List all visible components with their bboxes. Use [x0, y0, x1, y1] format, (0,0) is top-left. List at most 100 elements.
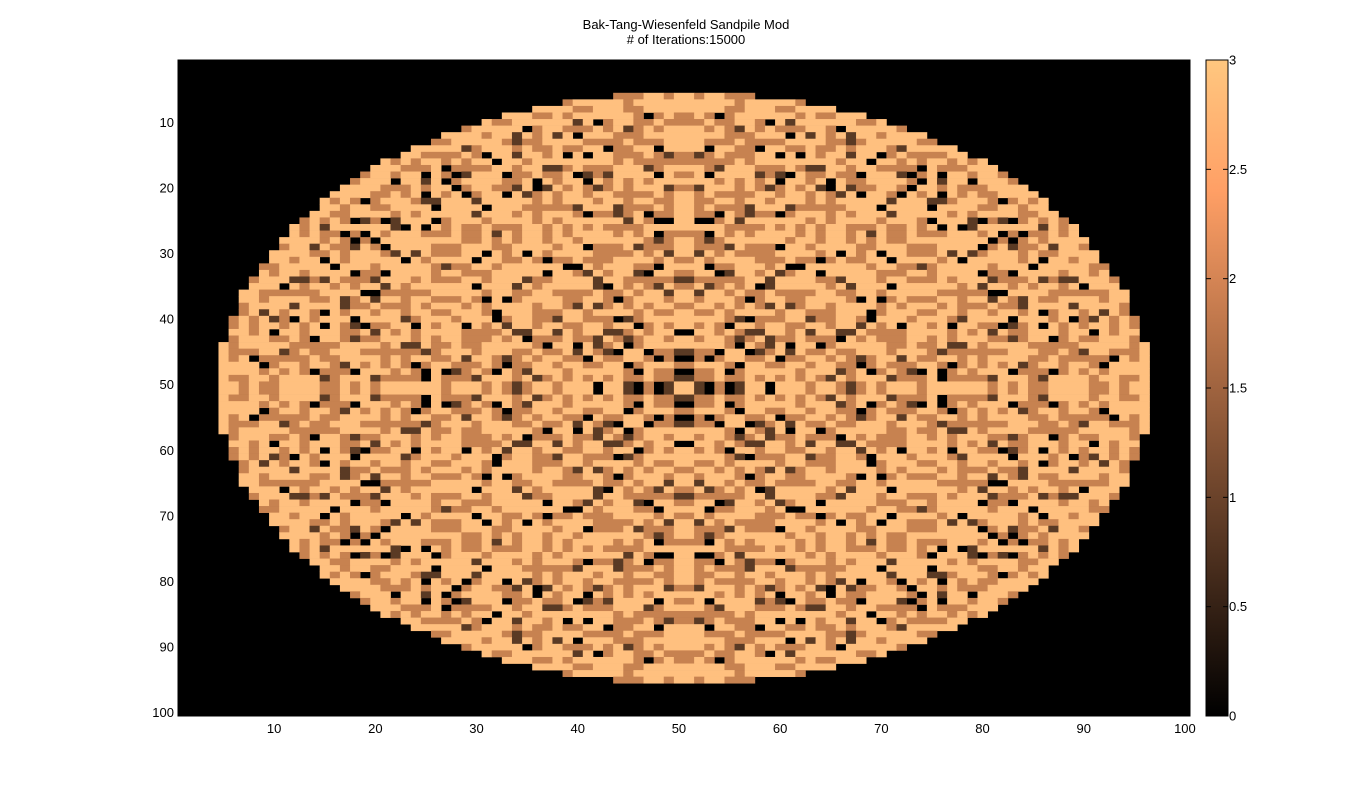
heatmap-cell — [1078, 368, 1090, 376]
heatmap-cell — [643, 355, 654, 363]
heatmap-cell — [380, 230, 391, 238]
heatmap-cell — [350, 433, 361, 441]
heatmap-cell — [562, 178, 584, 185]
heatmap-cell — [673, 289, 695, 297]
heatmap-cell — [1078, 276, 1110, 284]
heatmap-cell — [481, 571, 533, 579]
heatmap-cell — [552, 145, 563, 153]
heatmap-cell — [886, 145, 897, 153]
heatmap-cell — [815, 440, 837, 448]
heatmap-cell — [856, 289, 877, 297]
heatmap-cell — [481, 637, 493, 645]
heatmap-cell — [1017, 210, 1039, 218]
heatmap-cell — [552, 315, 563, 323]
heatmap-cell — [1038, 407, 1059, 415]
heatmap-cell — [471, 473, 482, 481]
heatmap-cell — [785, 499, 796, 507]
heatmap-cell — [1088, 420, 1110, 428]
heatmap-cell — [957, 335, 988, 343]
heatmap-cell — [1028, 197, 1039, 205]
heatmap-cell — [1139, 342, 1150, 349]
heatmap-cell — [845, 473, 857, 481]
heatmap-cell — [592, 269, 604, 277]
heatmap-cell — [431, 263, 442, 271]
heatmap-cell — [926, 197, 948, 205]
heatmap-cell — [714, 414, 725, 422]
heatmap-cell — [339, 394, 371, 402]
heatmap-cell — [643, 309, 654, 317]
heatmap-cell — [380, 381, 442, 389]
heatmap-cell — [734, 447, 756, 454]
heatmap-cell — [866, 630, 918, 638]
heatmap-cell — [835, 361, 857, 369]
heatmap-cell — [977, 322, 999, 330]
heatmap-cell — [825, 466, 837, 474]
heatmap-cell — [633, 328, 644, 336]
heatmap-cell — [1028, 381, 1049, 389]
heatmap-cell — [329, 519, 341, 527]
heatmap-cell — [653, 656, 665, 664]
heatmap-cell — [420, 315, 452, 323]
heatmap-cell — [835, 420, 857, 428]
heatmap-cell — [754, 315, 786, 323]
heatmap-cell — [987, 492, 999, 500]
heatmap-cell — [987, 283, 1009, 290]
heatmap-cell — [542, 466, 563, 474]
heatmap-cell — [501, 263, 563, 271]
heatmap-cell — [714, 197, 735, 205]
heatmap-cell — [734, 335, 746, 343]
heatmap-cell — [592, 663, 624, 671]
heatmap-cell — [835, 158, 847, 166]
heatmap-cell — [1017, 381, 1029, 389]
heatmap-cell — [603, 597, 614, 605]
heatmap-cell — [1098, 335, 1130, 343]
heatmap-cell — [532, 571, 543, 579]
heatmap-cell — [704, 184, 735, 192]
heatmap-cell — [947, 558, 958, 566]
heatmap-cell — [380, 355, 391, 363]
heatmap-cell — [572, 394, 584, 402]
heatmap-cell — [937, 584, 948, 592]
heatmap-cell — [643, 388, 654, 395]
heatmap-cell — [582, 427, 594, 435]
heatmap-cell — [218, 394, 229, 402]
heatmap-cell — [673, 374, 695, 382]
heatmap-cell — [258, 447, 280, 454]
heatmap-cell — [1068, 256, 1080, 264]
heatmap-cell — [441, 433, 462, 441]
heatmap-cell — [1058, 440, 1069, 448]
heatmap-cell — [603, 591, 614, 599]
heatmap-cell — [845, 210, 857, 218]
heatmap-cell — [410, 250, 422, 258]
heatmap-cell — [532, 637, 543, 645]
heatmap-cell — [532, 256, 543, 264]
heatmap-cell — [714, 447, 725, 454]
heatmap-cell — [380, 538, 391, 546]
heatmap-cell — [461, 611, 472, 618]
heatmap-cell — [1139, 394, 1150, 402]
heatmap-cell — [1007, 538, 1019, 546]
heatmap-cell — [562, 597, 574, 605]
heatmap-cell — [815, 328, 837, 336]
heatmap-cell — [309, 355, 321, 363]
heatmap-cell — [1088, 322, 1110, 330]
heatmap-cell — [724, 348, 746, 356]
heatmap-cell — [451, 545, 462, 553]
heatmap-cell — [329, 224, 391, 231]
heatmap-cell — [613, 394, 624, 402]
heatmap-cell — [764, 348, 776, 356]
heatmap-cell — [967, 256, 1019, 264]
heatmap-cell — [906, 532, 988, 540]
heatmap-cell — [370, 309, 381, 317]
heatmap-cell — [825, 224, 847, 231]
heatmap-cell — [511, 486, 523, 494]
heatmap-cell — [1088, 506, 1110, 513]
heatmap-cell — [653, 519, 665, 527]
heatmap-cell — [309, 348, 331, 356]
y-tick-label: 10 — [160, 115, 174, 130]
heatmap-cell — [785, 374, 796, 382]
heatmap-cell — [856, 617, 877, 625]
heatmap-cell — [552, 132, 563, 140]
heatmap-cell — [511, 388, 523, 395]
heatmap-cell — [491, 473, 503, 481]
